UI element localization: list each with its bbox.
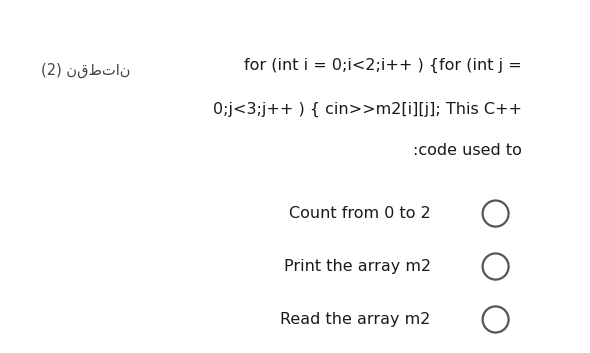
Text: for (int i = 0;i<2;i++ ) {for (int j =: for (int i = 0;i<2;i++ ) {for (int j = (244, 58, 522, 73)
Text: (2) نقطتان: (2) نقطتان (41, 63, 130, 78)
Text: Count from 0 to 2: Count from 0 to 2 (289, 206, 431, 221)
Text: Print the array m2: Print the array m2 (284, 259, 431, 274)
Text: 0;j<3;j++ ) { cin>>m2[i][j]; This C++: 0;j<3;j++ ) { cin>>m2[i][j]; This C++ (213, 102, 522, 117)
Text: Read the array m2: Read the array m2 (280, 312, 431, 327)
Text: :code used to: :code used to (413, 143, 522, 157)
